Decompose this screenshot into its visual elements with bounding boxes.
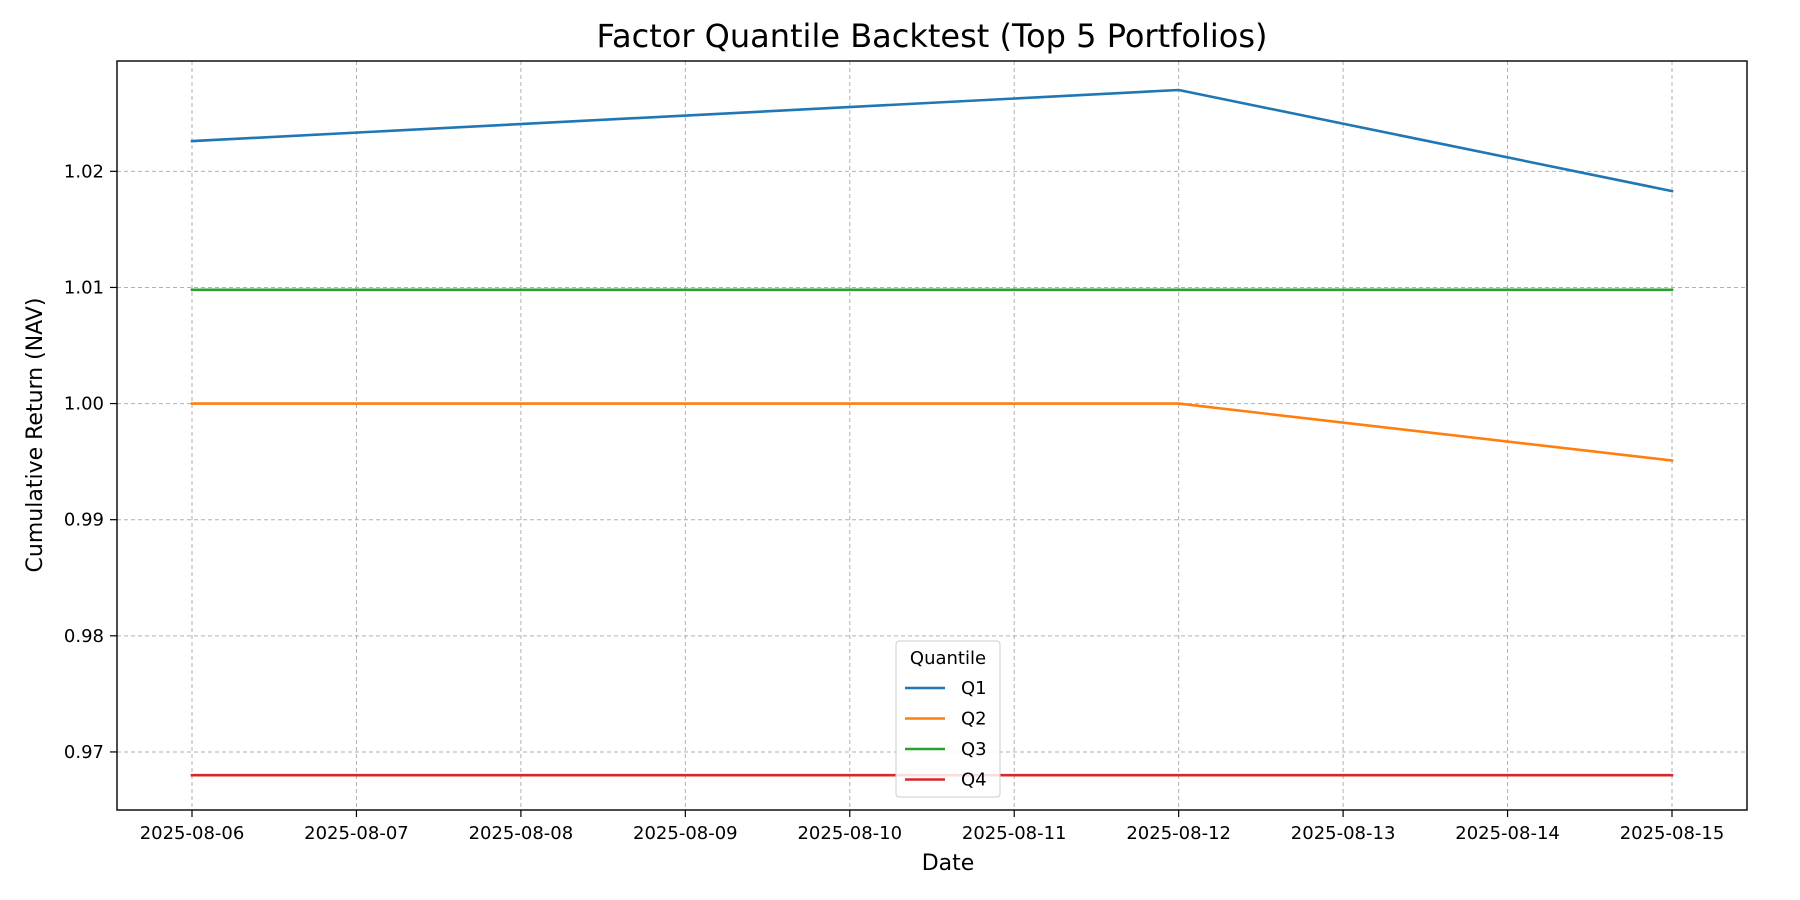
x-tick-label: 2025-08-13	[1291, 823, 1396, 844]
legend-label-q2: Q2	[961, 709, 987, 730]
plot-lines	[190, 88, 1674, 777]
x-tick-label: 2025-08-11	[962, 823, 1067, 844]
y-tick-label: 1.01	[64, 277, 104, 298]
y-tick-label: 0.98	[64, 626, 104, 647]
legend-label-q4: Q4	[961, 770, 987, 791]
x-tick-label: 2025-08-14	[1455, 823, 1560, 844]
series-line-q2	[190, 402, 1674, 462]
x-tick-label: 2025-08-08	[469, 823, 574, 844]
chart-title: Factor Quantile Backtest (Top 5 Portfoli…	[597, 17, 1268, 55]
plot-frame	[116, 60, 1748, 811]
y-tick-label: 0.99	[64, 510, 104, 531]
legend-items: Q1 Q2 Q3 Q4	[905, 678, 987, 791]
legend-title: Quantile	[910, 648, 986, 669]
x-tick-label: 2025-08-07	[304, 823, 409, 844]
y-tick-label: 1.02	[64, 161, 104, 182]
y-axis: 0.97 0.98 0.99 1.00 1.01 1.02	[64, 161, 117, 763]
legend-label-q1: Q1	[961, 678, 987, 699]
x-tick-label: 2025-08-06	[140, 823, 245, 844]
x-axis-label: Date	[922, 851, 975, 876]
x-tick-label: 2025-08-10	[797, 823, 902, 844]
y-axis-label: Cumulative Return (NAV)	[23, 298, 48, 573]
legend-box	[895, 640, 1001, 798]
x-tick-label: 2025-08-09	[633, 823, 738, 844]
legend-label-q3: Q3	[961, 739, 987, 760]
legend: Quantile Q1 Q2 Q3 Q4	[895, 640, 1001, 798]
x-tick-label: 2025-08-15	[1620, 823, 1725, 844]
x-axis: 2025-08-06 2025-08-07 2025-08-08 2025-08-09…	[140, 810, 1725, 844]
y-tick-label: 1.00	[64, 394, 104, 415]
series-line-q1	[190, 88, 1674, 193]
x-tick-label: 2025-08-12	[1126, 823, 1231, 844]
y-tick-label: 0.97	[64, 742, 104, 763]
